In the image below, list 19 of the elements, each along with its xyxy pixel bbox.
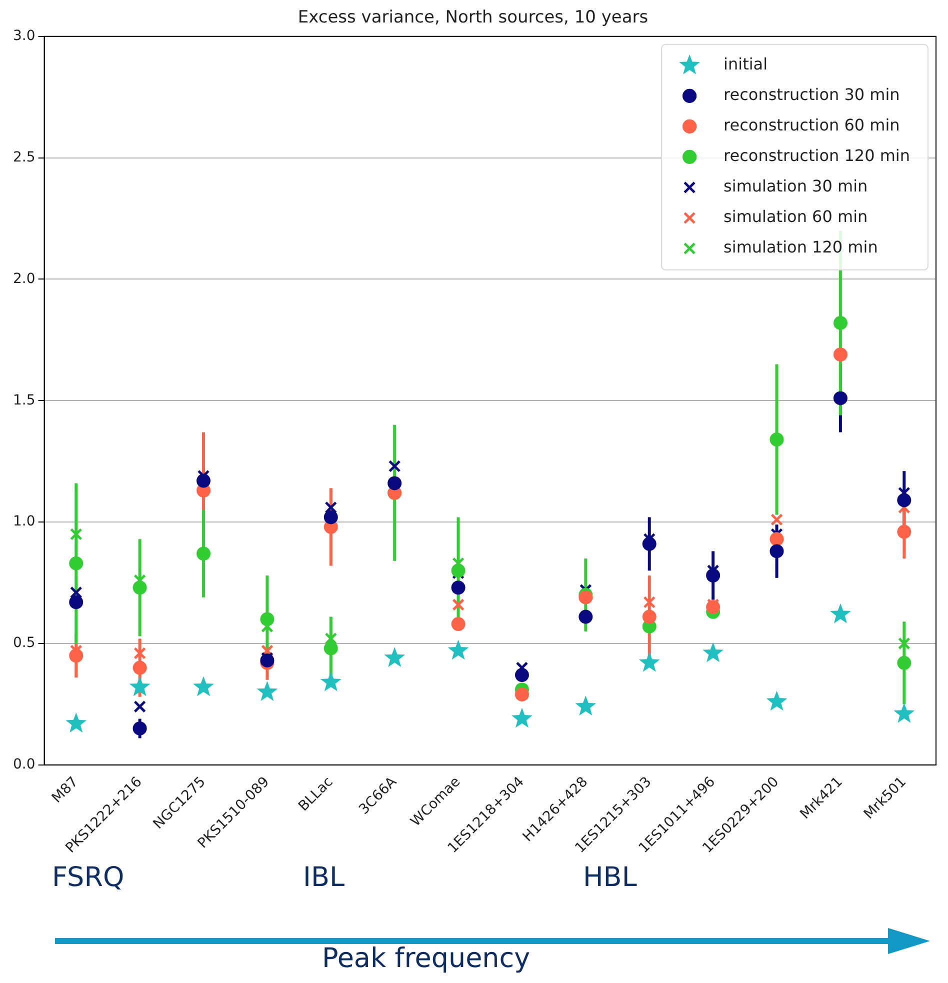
text: IBL bbox=[303, 862, 345, 893]
legend-label: simulation 60 min bbox=[724, 207, 868, 226]
chart-title: Excess variance, North sources, 10 years bbox=[298, 8, 648, 28]
legend-label: simulation 30 min bbox=[724, 176, 868, 196]
y-tick-label: 1.5 bbox=[13, 392, 36, 408]
y-tick-label: 0.0 bbox=[13, 756, 36, 773]
y-tick-label: 0.5 bbox=[13, 635, 36, 652]
legend-label: reconstruction 30 min bbox=[724, 85, 900, 104]
text: Peak frequency bbox=[322, 943, 530, 974]
y-tick-label: 2.0 bbox=[13, 270, 36, 287]
legend-label: reconstruction 120 min bbox=[724, 146, 910, 166]
legend-label: simulation 120 min bbox=[724, 238, 878, 257]
y-tick-label: 2.5 bbox=[13, 149, 36, 166]
legend-label: reconstruction 60 min bbox=[724, 116, 900, 135]
legend-label: initial bbox=[724, 54, 768, 74]
y-tick-label: 1.0 bbox=[13, 514, 36, 530]
text: HBL bbox=[583, 862, 637, 893]
y-tick-label: 3.0 bbox=[13, 28, 36, 44]
text: FSRQ bbox=[52, 862, 124, 893]
